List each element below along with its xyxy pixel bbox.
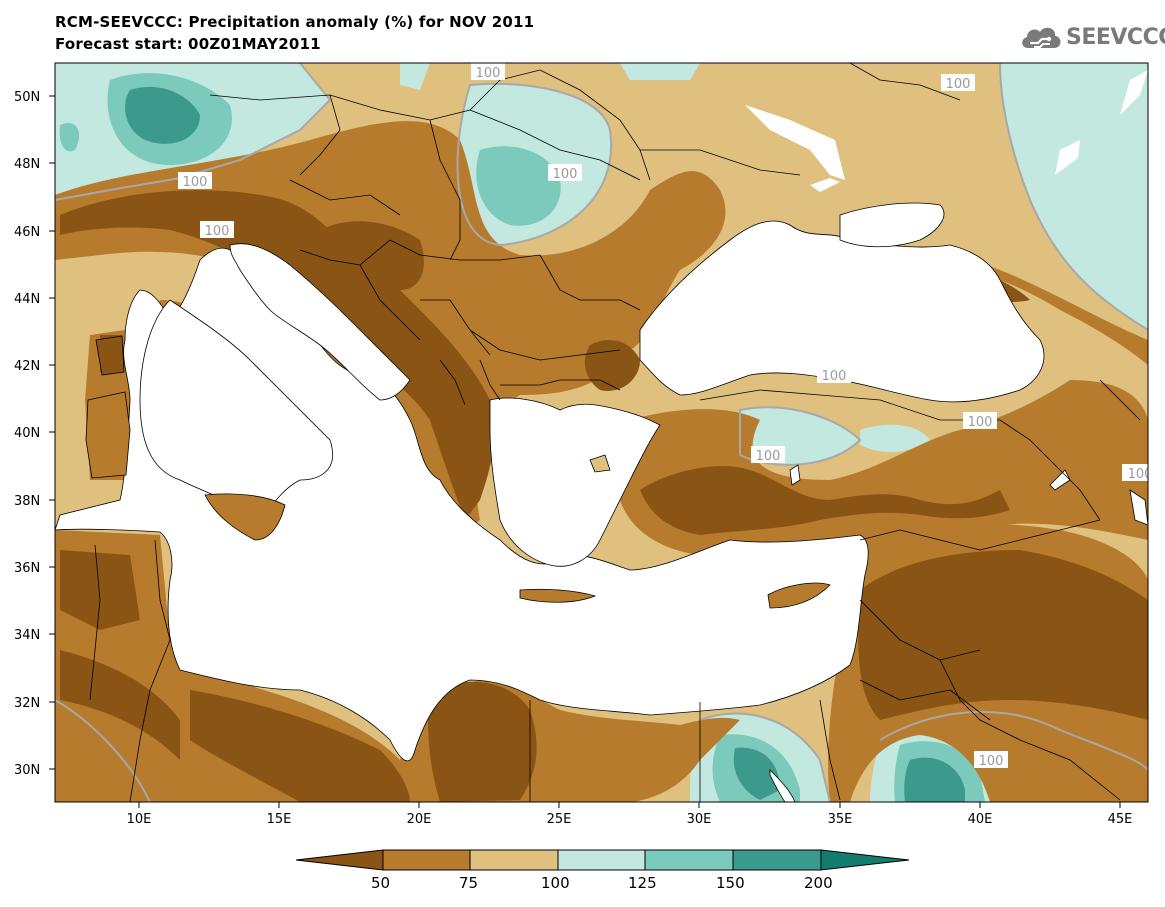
colorbar-label: 100 xyxy=(541,874,570,892)
lat-labels: 50N 48N 46N 44N 42N 40N 38N 36N 34N 32N … xyxy=(14,90,40,778)
lat-label: 36N xyxy=(14,561,40,576)
contour-labels: 100 100 100 100 100 100 100 100 100 100 xyxy=(178,63,1153,769)
lon-label: 10E xyxy=(127,812,152,827)
contour-label: 100 xyxy=(979,754,1004,769)
colorbar-segment xyxy=(295,849,384,871)
contour-label: 100 xyxy=(205,224,230,239)
logo: SEEVCCC xyxy=(1018,22,1165,58)
contour-label: 100 xyxy=(822,369,847,384)
map-title: RCM-SEEVCCC: Precipitation anomaly (%) f… xyxy=(55,13,535,31)
lon-label: 25E xyxy=(547,812,572,827)
lat-label: 32N xyxy=(14,696,40,711)
contour-label: 100 xyxy=(968,415,993,430)
contour-label: 100 xyxy=(756,449,781,464)
contour-label: 100 xyxy=(553,167,578,182)
forecast-start: Forecast start: 00Z01MAY2011 xyxy=(55,35,321,53)
cloud-icon xyxy=(1022,27,1061,48)
colorbar-segment xyxy=(557,849,646,871)
lat-label: 42N xyxy=(14,359,40,374)
logo-text: SEEVCCC xyxy=(1066,25,1165,50)
contour-label: 100 xyxy=(1128,467,1153,482)
islands xyxy=(85,335,831,609)
colorbar-segment xyxy=(820,849,910,871)
contour-label: 100 xyxy=(946,77,971,92)
lat-label: 40N xyxy=(14,426,40,441)
colorbar-segment xyxy=(382,849,471,871)
lon-label: 20E xyxy=(407,812,432,827)
anomaly-field-below-50 xyxy=(60,190,1148,802)
colorbar-label: 75 xyxy=(459,874,479,892)
lat-label: 44N xyxy=(14,292,40,307)
lon-label: 35E xyxy=(828,812,853,827)
lat-label: 46N xyxy=(14,225,40,240)
colorbar-label: 200 xyxy=(804,874,833,892)
lat-ticks xyxy=(49,95,55,770)
colorbar xyxy=(295,849,910,871)
map-field: 100 100 100 100 100 100 100 100 100 100 xyxy=(55,63,1153,802)
colorbar-label: 125 xyxy=(628,874,657,892)
country-borders xyxy=(89,63,1141,802)
lon-label: 15E xyxy=(267,812,292,827)
lat-label: 48N xyxy=(14,157,40,172)
lat-label: 38N xyxy=(14,494,40,509)
lon-labels: 10E 15E 20E 25E 30E 35E 40E 45E xyxy=(127,812,1133,827)
lon-label: 40E xyxy=(968,812,993,827)
contour-label: 100 xyxy=(476,66,501,81)
colorbar-label: 150 xyxy=(716,874,745,892)
sea-mask xyxy=(55,202,1148,802)
lat-label: 30N xyxy=(14,763,40,778)
colorbar-label: 50 xyxy=(371,874,391,892)
lat-label: 50N xyxy=(14,90,40,105)
colorbar-segment xyxy=(469,849,559,871)
colorbar-segment xyxy=(732,849,822,871)
lakes xyxy=(745,70,1148,192)
lon-label: 45E xyxy=(1108,812,1133,827)
lon-ticks xyxy=(138,802,1121,808)
colorbar-segment xyxy=(644,849,734,871)
contour-label: 100 xyxy=(183,175,208,190)
lat-label: 34N xyxy=(14,628,40,643)
lon-label: 30E xyxy=(687,812,712,827)
